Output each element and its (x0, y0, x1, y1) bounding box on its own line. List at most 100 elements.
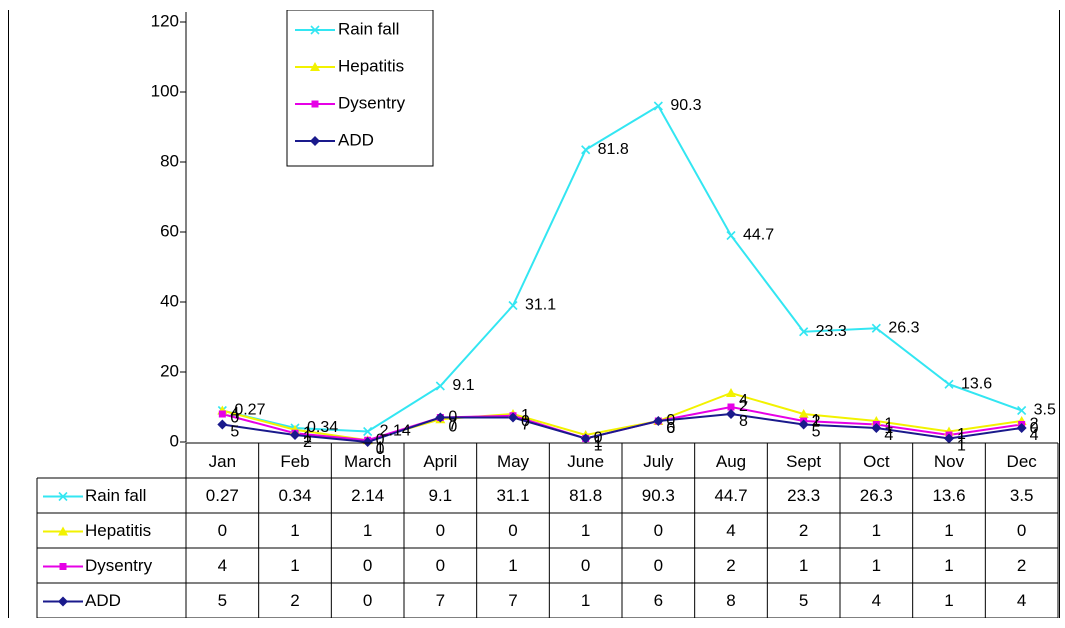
data-label: 1 (812, 412, 821, 429)
data-point (871, 423, 882, 433)
legend-key-marker-b (310, 25, 320, 35)
data-label: 0 (594, 430, 603, 447)
data-point (363, 426, 373, 437)
data-label: 1 (594, 438, 603, 455)
table-cell-value: 0 (654, 521, 663, 540)
data-point (798, 409, 809, 418)
data-label: 1 (957, 438, 966, 455)
category-label: Feb (280, 452, 309, 471)
category-label: April (423, 452, 457, 471)
data-point (653, 101, 663, 111)
data-point-shape (217, 419, 228, 430)
data-label: 1 (884, 420, 893, 437)
table-cell-value: 0 (218, 521, 227, 540)
table-cell-value: 1 (872, 521, 881, 540)
table-cell-value: 8 (726, 591, 735, 610)
data-point-b (435, 381, 445, 391)
data-label: 1 (303, 429, 312, 446)
data-point-shape (871, 423, 882, 433)
data-point-b (363, 426, 373, 437)
data-label: 81.8 (598, 141, 629, 158)
table-cell-value: 7 (508, 591, 517, 610)
series-line-hepatitis (222, 391, 1022, 442)
data-label: 2 (812, 413, 821, 430)
table-cell-value: 0 (654, 556, 663, 575)
data-label: 1 (884, 416, 893, 433)
data-label: 2.14 (380, 423, 411, 440)
data-label: 5 (812, 424, 821, 441)
y-tick-label: 100 (151, 81, 179, 100)
table-series-name: ADD (85, 591, 121, 610)
data-point-b (944, 379, 954, 389)
y-tick-label: 20 (160, 361, 179, 380)
table-cell-value: 1 (363, 521, 372, 540)
series-line-add (222, 412, 1022, 444)
table-cell-value: 5 (799, 591, 808, 610)
data-point-b (508, 300, 518, 311)
table-cell-value: 31.1 (496, 486, 529, 505)
data-label: 1 (521, 407, 530, 424)
data-label: 0 (666, 412, 675, 429)
legend-key-marker (311, 100, 319, 108)
table-legend-key-marker (58, 491, 68, 502)
table-cell-value: 90.3 (642, 486, 675, 505)
table-legend-key-marker-shape (59, 563, 67, 570)
chart-frame: 0 20 40 60 80 100 120 0.27 0.34 2.14 9.1 31.1 81.8 90… (8, 10, 1060, 618)
data-point-b (1017, 405, 1027, 416)
category-label: June (567, 452, 604, 471)
legend-label: ADD (338, 130, 374, 149)
legend-label: Hepatitis (338, 56, 404, 75)
data-point-shape (290, 430, 300, 440)
data-label: 0 (376, 431, 385, 448)
data-point-shape (798, 409, 809, 418)
data-label: 44.7 (743, 227, 774, 244)
data-point (726, 230, 736, 241)
table-cell-value: 81.8 (569, 486, 602, 505)
y-tick-label: 0 (170, 431, 179, 450)
category-label: Dec (1007, 452, 1038, 471)
table-cell-value: 26.3 (860, 486, 893, 505)
data-point (580, 433, 591, 444)
category-label: July (643, 452, 674, 471)
data-label: 4 (884, 427, 893, 444)
data-label: 4 (230, 405, 239, 422)
data-point (726, 409, 736, 419)
data-point-shape (508, 412, 518, 423)
legend-key-marker (310, 62, 320, 71)
table-legend-key-marker-shape (58, 526, 68, 536)
data-label: 23.3 (816, 323, 847, 340)
table-cell-value: 1 (944, 556, 953, 575)
data-label: 8 (739, 413, 748, 430)
category-label: Aug (716, 452, 746, 471)
data-point (944, 433, 954, 444)
table-cell-value: 4 (218, 556, 227, 575)
category-label: Sept (786, 452, 821, 471)
legend-key-marker-shape (311, 100, 319, 108)
table-cell-value: 0 (363, 556, 372, 575)
data-label: 4 (739, 392, 748, 409)
table-series-name: Rain fall (85, 486, 146, 505)
data-point (581, 145, 591, 155)
data-point-shape (1016, 423, 1027, 433)
series-line-rain-fall (222, 104, 1023, 433)
y-tick-label: 60 (160, 221, 179, 240)
table-cell-value: 1 (581, 591, 590, 610)
data-point (362, 437, 373, 447)
data-point-shape (218, 410, 226, 418)
table-series-name: Hepatitis (85, 521, 151, 540)
table-cell-value: 1 (290, 521, 299, 540)
table-cell-value: 9.1 (429, 486, 453, 505)
category-label: Nov (934, 452, 965, 471)
table-cell-value: 3.5 (1010, 486, 1034, 505)
legend: Rain fall Hepatitis Dysentry ADD (286, 10, 434, 167)
data-point (435, 381, 445, 391)
data-label: 6 (666, 420, 675, 437)
data-label: 4 (1030, 427, 1039, 444)
data-point-shape (653, 416, 664, 426)
table-cell-value: 2 (799, 521, 808, 540)
data-point-shape (944, 433, 954, 444)
data-label: 1 (957, 426, 966, 443)
data-label: 1 (376, 439, 385, 456)
data-point-b (726, 230, 736, 241)
data-point-shape (435, 412, 446, 423)
